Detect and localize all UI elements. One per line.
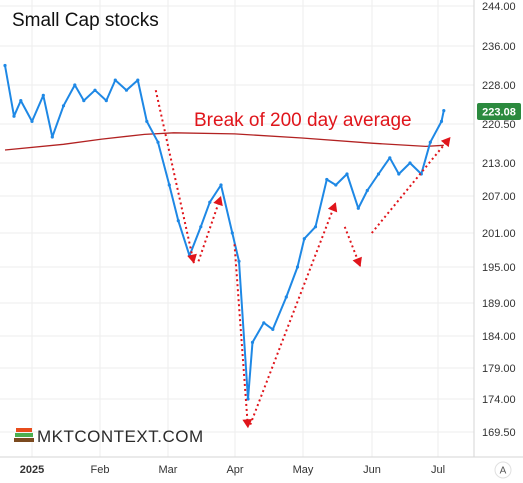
logo-layer-bottom — [14, 438, 34, 442]
y-tick-label: 189.00 — [482, 298, 516, 310]
x-tick-label: 2025 — [20, 464, 44, 476]
price-point — [237, 259, 241, 263]
price-point — [145, 119, 149, 123]
price-point — [104, 99, 108, 103]
x-tick-label: Jul — [431, 464, 445, 476]
price-point — [61, 104, 66, 108]
last-price-label: 223.08 — [482, 107, 516, 119]
y-tick-label: 201.00 — [482, 228, 516, 240]
price-point — [230, 231, 234, 235]
price-point — [30, 119, 34, 123]
y-tick-label: 228.00 — [482, 80, 516, 92]
y-tick-label: 195.00 — [482, 262, 516, 274]
price-point — [167, 183, 171, 187]
auto-scale-circle[interactable] — [494, 461, 512, 479]
auto-scale-label[interactable]: A — [500, 466, 507, 477]
price-layer — [3, 63, 446, 401]
x-tick-label: May — [293, 464, 314, 476]
price-point — [19, 99, 23, 103]
y-tick-label: 236.00 — [482, 41, 516, 53]
price-point — [199, 225, 203, 229]
price-point — [262, 321, 266, 325]
price-point — [3, 63, 7, 68]
price-point — [295, 265, 300, 269]
annotation-arrow-line — [197, 195, 222, 262]
price-point — [246, 397, 250, 401]
annotation-arrow-line — [233, 244, 249, 429]
ma200-line — [4, 132, 444, 151]
price-point — [334, 183, 338, 187]
price-point — [156, 140, 160, 144]
price-point — [113, 78, 117, 82]
annotation-arrow-line — [370, 136, 452, 234]
price-point — [41, 93, 45, 97]
price-point — [12, 114, 16, 118]
y-tick-label: 169.50 — [482, 427, 516, 439]
price-point — [408, 161, 412, 165]
logo-layer-top — [16, 428, 32, 432]
price-point — [73, 83, 77, 87]
y-tick-label: 213.00 — [482, 158, 516, 170]
price-point — [284, 295, 288, 299]
price-point — [345, 172, 349, 176]
logo-layer-middle — [15, 433, 33, 437]
y-tick-label: 207.00 — [482, 191, 516, 203]
ma200-layer — [4, 132, 444, 151]
grid — [0, 0, 474, 457]
y-tick-label: 179.00 — [482, 363, 516, 375]
annotation-arrow-head — [187, 253, 197, 264]
price-point — [250, 340, 255, 344]
y-tick-label: 220.50 — [482, 119, 516, 131]
price-point — [176, 219, 180, 223]
price-point — [376, 172, 381, 176]
price-point — [302, 237, 306, 241]
x-tick-label: Apr — [226, 464, 243, 476]
annotation-arrow-head — [213, 196, 223, 207]
time-axis[interactable]: 2025 Feb Mar Apr May Jun Jul — [20, 464, 445, 476]
brand-logo: MKTCONTEXT.COM — [14, 427, 204, 446]
price-point — [428, 140, 432, 144]
annotation-arrow-head — [327, 202, 338, 213]
brand-text: MKTCONTEXT.COM — [37, 427, 204, 446]
x-tick-label: Jun — [363, 464, 381, 476]
annotation-arrow-head — [440, 137, 451, 148]
price-point — [439, 119, 444, 123]
price-point — [388, 156, 392, 160]
chart-title: Small Cap stocks — [12, 10, 159, 31]
price-point — [208, 200, 212, 204]
last-price-badge — [477, 103, 521, 120]
auto-scale-button[interactable]: A — [494, 461, 512, 479]
price-point — [50, 135, 54, 139]
annotation-text: Break of 200 day average — [194, 110, 412, 131]
y-tick-label: 244.00 — [482, 1, 516, 13]
price-point — [124, 88, 129, 92]
y-tick-label: 184.00 — [482, 331, 516, 343]
price-point — [325, 177, 329, 182]
x-tick-label: Feb — [91, 464, 110, 476]
y-tick-label: 174.00 — [482, 394, 516, 406]
annotation-arrow-head — [352, 256, 362, 267]
price-point — [136, 78, 140, 82]
price-point — [397, 172, 401, 176]
price-point — [93, 88, 97, 92]
annotation-arrows — [154, 89, 452, 429]
price-point — [82, 99, 86, 103]
price-point — [356, 206, 360, 210]
price-point — [365, 188, 369, 193]
price-point — [219, 183, 223, 187]
price-point — [442, 109, 446, 113]
annotation-arrow-head — [242, 419, 253, 429]
price-axis[interactable]: 244.00 236.00 228.00 220.50 213.00 207.00 201.… — [482, 1, 516, 439]
price-point — [313, 225, 318, 229]
x-tick-label: Mar — [159, 464, 178, 476]
price-point — [271, 327, 275, 331]
